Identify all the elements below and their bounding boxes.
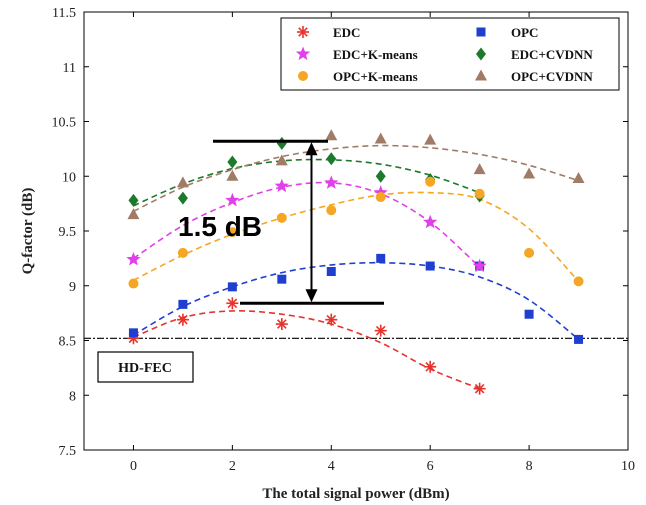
- y-tick-label: 7.5: [59, 444, 77, 459]
- legend-marker-opc-cvdnn: [475, 69, 487, 81]
- data-point-opc-k-means: [573, 276, 584, 287]
- data-point-edc: [176, 313, 189, 326]
- legend-marker-edc: [297, 26, 309, 38]
- legend-label-opc-k-means: OPC+K-means: [333, 69, 418, 84]
- data-point-opc: [376, 253, 386, 263]
- data-point-opc-k-means: [128, 278, 139, 289]
- y-tick-label: 8.5: [59, 335, 77, 350]
- data-point-edc: [275, 318, 288, 331]
- y-tick-label: 9.5: [59, 225, 77, 240]
- data-point-opc-k-means: [227, 227, 238, 238]
- data-point-opc-k-means: [375, 192, 386, 203]
- data-point-edc-k-means: [472, 258, 487, 273]
- data-point-opc: [128, 328, 138, 338]
- legend: EDC OPC EDC+K-means EDC+CVDNN OPC+K-means OPC…: [280, 17, 620, 91]
- data-point-edc-k-means: [225, 192, 240, 207]
- legend-label-edc-cvdnn: EDC+CVDNN: [511, 47, 593, 62]
- data-point-opc-cvdnn: [473, 163, 486, 175]
- data-point-edc-k-means: [126, 251, 141, 266]
- data-point-opc: [524, 309, 534, 319]
- data-point-opc: [574, 334, 584, 344]
- fit-curve-opc-k-means: [133, 191, 580, 282]
- x-tick-label: 6: [427, 459, 434, 474]
- hd-fec-label: HD-FEC: [118, 361, 172, 376]
- data-point-opc-k-means: [276, 212, 287, 223]
- data-point-opc: [425, 261, 435, 271]
- data-point-opc-cvdnn: [275, 154, 288, 166]
- legend-marker-edc-cvdnn: [476, 47, 486, 61]
- legend-marker-opc-k-means: [298, 71, 308, 81]
- y-axis-label: Q-factor (dB): [20, 188, 36, 275]
- fit-curves: [133, 144, 580, 390]
- data-point-opc-k-means: [326, 205, 337, 216]
- data-point-opc-cvdnn: [226, 169, 239, 181]
- data-point-edc-k-means: [423, 214, 438, 229]
- data-point-edc: [374, 324, 387, 337]
- data-point-edc: [226, 297, 239, 310]
- data-point-edc-k-means: [324, 175, 339, 189]
- y-tick-label: 10: [62, 170, 76, 185]
- data-point-opc-k-means: [524, 247, 535, 258]
- legend-marker-opc: [476, 27, 486, 37]
- x-axis-label: The total signal power (dBm): [262, 486, 449, 502]
- data-point-edc: [325, 313, 338, 326]
- annotation-arrow-head-down: [305, 289, 318, 303]
- data-point-edc-cvdnn: [227, 155, 238, 169]
- annotation-label: 1.5 dB: [178, 211, 262, 242]
- data-point-opc-cvdnn: [127, 208, 140, 220]
- x-tick-label: 2: [229, 459, 236, 474]
- y-tick-label: 9: [69, 280, 76, 295]
- data-point-edc: [424, 360, 437, 373]
- data-point-opc: [277, 274, 287, 284]
- data-point-opc-cvdnn: [523, 167, 536, 179]
- data-point-edc-cvdnn: [177, 191, 188, 205]
- fit-curve-opc-cvdnn: [133, 144, 579, 213]
- hd-fec-threshold: HD-FEC: [84, 337, 628, 383]
- data-point-opc: [227, 282, 237, 292]
- y-tick-label: 10.5: [52, 116, 77, 131]
- x-tick-label: 0: [130, 459, 137, 474]
- fit-curve-opc: [133, 261, 580, 341]
- x-tick-label: 4: [328, 459, 335, 474]
- legend-marker-edc-k-means: [295, 46, 311, 61]
- legend-label-edc: EDC: [333, 25, 360, 40]
- axis-ticks: 0 2 4 6 8 10 7.5 8 8.5 9 9.5 10 10.5 11 11.5: [52, 6, 636, 474]
- data-point-opc: [178, 299, 188, 309]
- legend-label-edc-k-means: EDC+K-means: [333, 47, 418, 62]
- legend-label-opc: OPC: [511, 25, 538, 40]
- data-point-opc-cvdnn: [424, 133, 437, 145]
- data-point-opc-k-means: [474, 188, 485, 199]
- fit-curve-edc-cvdnn: [133, 158, 480, 207]
- data-point-opc-k-means: [177, 247, 188, 258]
- data-point-edc-cvdnn: [276, 136, 287, 150]
- data-point-opc: [326, 267, 336, 277]
- data-point-edc-cvdnn: [326, 152, 337, 166]
- data-point-opc-k-means: [425, 176, 436, 187]
- x-tick-label: 10: [621, 459, 635, 474]
- x-tick-label: 8: [526, 459, 533, 474]
- annotation-arrow-head-up: [305, 142, 318, 156]
- data-point-opc-cvdnn: [325, 129, 338, 141]
- y-tick-label: 11.5: [52, 6, 76, 21]
- legend-label-opc-cvdnn: OPC+CVDNN: [511, 69, 593, 84]
- data-point-opc-cvdnn: [572, 171, 585, 183]
- legend-box: [280, 17, 620, 91]
- data-point-edc: [473, 382, 486, 395]
- data-point-opc-cvdnn: [176, 176, 189, 188]
- data-point-edc-k-means: [373, 185, 388, 199]
- data-point-edc-k-means: [274, 178, 289, 193]
- data-point-edc-cvdnn: [128, 193, 139, 207]
- y-tick-label: 11: [63, 61, 76, 76]
- y-tick-label: 8: [69, 389, 76, 404]
- gain-annotation: 1.5 dB: [178, 139, 384, 305]
- data-point-opc-cvdnn: [374, 132, 387, 144]
- hd-fec-box: [97, 351, 194, 383]
- data-markers: [126, 129, 585, 395]
- data-point-edc-cvdnn: [375, 169, 386, 183]
